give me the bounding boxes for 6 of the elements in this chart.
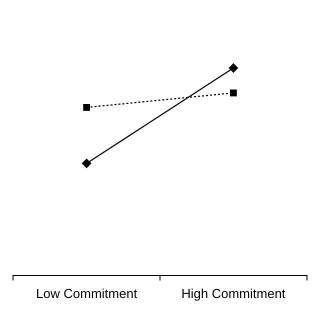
point <box>83 104 90 111</box>
point <box>230 89 237 96</box>
x-tick-label: Low Commitment <box>36 286 138 301</box>
x-tick-label: High Commitment <box>181 286 286 301</box>
point <box>82 158 92 168</box>
point <box>228 63 238 73</box>
